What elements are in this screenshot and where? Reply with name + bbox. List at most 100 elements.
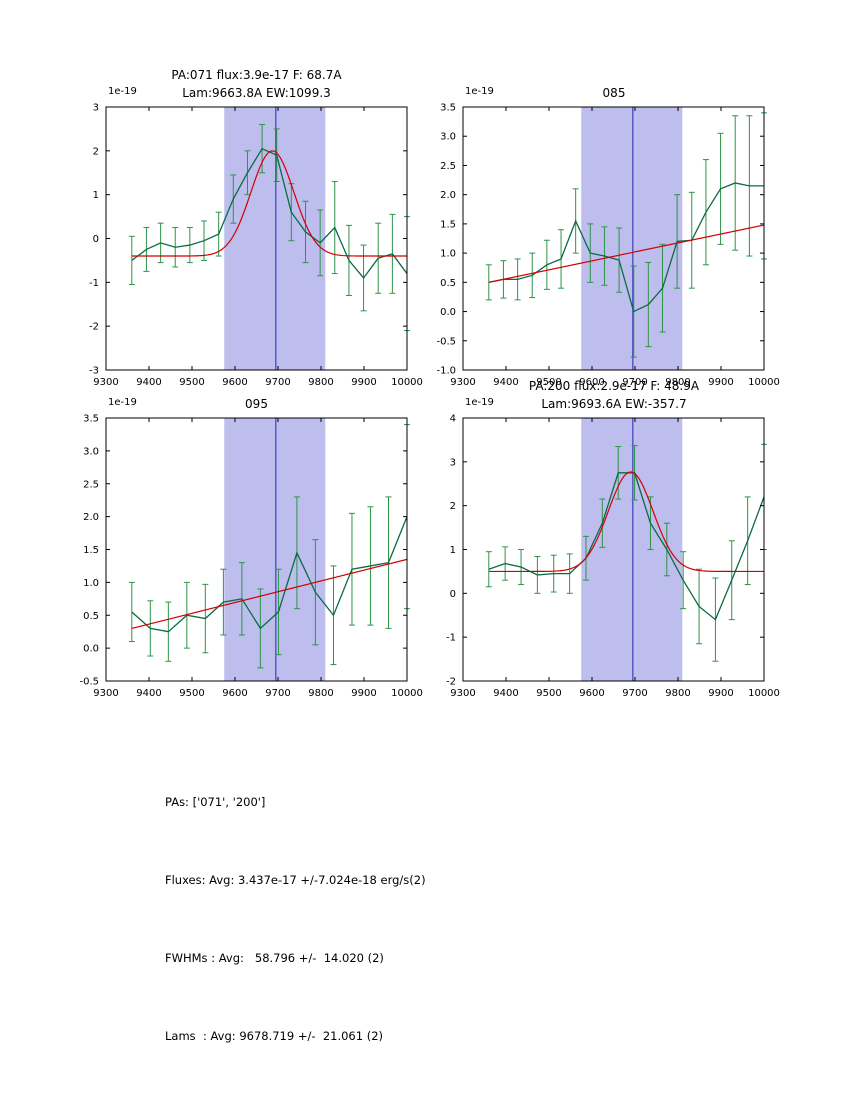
summary-line-fluxes: Fluxes: Avg: 3.437e-17 +/-7.024e-18 erg/…	[165, 873, 426, 887]
svg-text:9500: 9500	[179, 688, 204, 699]
chart-pa200: 9300 9400 9500 9600 9700 9800 9900 10000 -2 -1 0 1 2…	[446, 414, 780, 700]
svg-text:-2: -2	[89, 322, 99, 333]
svg-text:0.5: 0.5	[83, 611, 99, 622]
axis-ticks	[462, 106, 765, 371]
svg-text:9900: 9900	[708, 377, 733, 388]
chart-title-line: PA:200 flux:2.9e-17 F: 48.9A	[528, 379, 700, 393]
svg-text:3: 3	[450, 457, 456, 468]
highlight-band	[224, 107, 326, 370]
svg-text:9300: 9300	[450, 377, 475, 388]
svg-text:9400: 9400	[493, 688, 518, 699]
axis-tick-labels: 9300 9400 9500 9600 9700 9800 9900 10000 -0.5 0.0…	[79, 414, 422, 700]
chart-title-line: 095	[245, 397, 268, 411]
svg-text:2: 2	[450, 501, 456, 512]
svg-text:9800: 9800	[308, 377, 333, 388]
svg-text:10000: 10000	[391, 377, 423, 388]
axes-frame	[462, 106, 765, 371]
chart-title-pa071: PA:071 flux:3.9e-17 F: 68.7A Lam:9663.8A…	[106, 66, 407, 102]
chart-title-line: Lam:9693.6A EW:-357.7	[541, 397, 687, 411]
chart-title-085: 085	[463, 84, 765, 102]
svg-text:9500: 9500	[536, 688, 561, 699]
svg-text:9600: 9600	[222, 377, 247, 388]
svg-text:0.0: 0.0	[440, 307, 456, 318]
svg-text:3: 3	[93, 103, 99, 114]
svg-text:0.5: 0.5	[440, 278, 456, 289]
chart-title-095: 095	[106, 395, 407, 413]
svg-text:9700: 9700	[622, 377, 647, 388]
svg-text:9900: 9900	[708, 688, 733, 699]
svg-text:-0.5: -0.5	[436, 336, 456, 347]
chart-pa071: 9300 9400 9500 9600 9700 9800 9900 10000 -3 -2 -1 0…	[89, 103, 423, 389]
svg-text:-1: -1	[89, 278, 99, 289]
axis-tick-labels: 9300 9400 9500 9600 9700 9800 9900 10000 -3 -2 -1 0…	[89, 103, 423, 389]
y-axis-offset-label: 1e-19	[465, 86, 494, 97]
svg-text:9700: 9700	[622, 688, 647, 699]
svg-text:1.5: 1.5	[440, 219, 456, 230]
svg-text:9900: 9900	[351, 377, 376, 388]
svg-text:4: 4	[450, 414, 456, 425]
svg-text:10000: 10000	[391, 688, 423, 699]
fit-line	[488, 224, 765, 283]
axis-ticks	[462, 417, 765, 682]
svg-text:9700: 9700	[265, 688, 290, 699]
fit-line	[131, 558, 408, 629]
svg-text:-0.5: -0.5	[79, 677, 99, 688]
highlight-band	[224, 418, 326, 681]
svg-text:9300: 9300	[93, 688, 118, 699]
fit-line	[488, 471, 765, 573]
svg-text:1: 1	[93, 190, 99, 201]
chart-095: 9300 9400 9500 9600 9700 9800 9900 10000 -0.5 0.0…	[79, 414, 422, 700]
svg-text:9500: 9500	[179, 377, 204, 388]
spectrum-data-line	[131, 516, 408, 633]
svg-text:1.0: 1.0	[440, 249, 456, 260]
svg-text:3.0: 3.0	[440, 132, 456, 143]
svg-text:3.0: 3.0	[83, 446, 99, 457]
svg-text:0: 0	[93, 234, 99, 245]
svg-text:9300: 9300	[93, 377, 118, 388]
svg-text:9600: 9600	[222, 688, 247, 699]
svg-text:-2: -2	[446, 677, 456, 688]
svg-text:9500: 9500	[536, 377, 561, 388]
summary-line-pas: PAs: ['071', '200']	[165, 795, 266, 809]
axis-ticks	[105, 417, 408, 682]
svg-text:-1.0: -1.0	[436, 366, 456, 377]
svg-text:-1: -1	[446, 633, 456, 644]
highlight-band	[581, 418, 683, 681]
svg-text:9800: 9800	[665, 688, 690, 699]
svg-text:9400: 9400	[493, 377, 518, 388]
svg-text:3.5: 3.5	[440, 103, 456, 114]
chart-085: 9300 9400 9500 9600 9700 9800 9900 10000 -1.0 -0.…	[436, 103, 779, 389]
svg-text:9800: 9800	[308, 688, 333, 699]
svg-text:10000: 10000	[748, 688, 780, 699]
y-axis-offset-label: 1e-19	[465, 397, 494, 408]
svg-text:9400: 9400	[136, 377, 161, 388]
svg-text:2: 2	[93, 146, 99, 157]
svg-text:9600: 9600	[579, 377, 604, 388]
svg-text:3.5: 3.5	[83, 414, 99, 425]
svg-text:9400: 9400	[136, 688, 161, 699]
spectrum-data-line	[488, 472, 765, 621]
svg-text:9900: 9900	[351, 688, 376, 699]
svg-text:2.0: 2.0	[83, 512, 99, 523]
fit-line	[131, 150, 408, 257]
chart-title-pa200: PA:200 flux:2.9e-17 F: 48.9A Lam:9693.6A…	[463, 377, 765, 413]
svg-text:9300: 9300	[450, 688, 475, 699]
svg-text:10000: 10000	[748, 377, 780, 388]
axis-tick-labels: 9300 9400 9500 9600 9700 9800 9900 10000 -1.0 -0.…	[436, 103, 779, 389]
summary-line-lams: Lams : Avg: 9678.719 +/- 21.061 (2)	[165, 1029, 384, 1043]
svg-text:9800: 9800	[665, 377, 690, 388]
svg-text:9700: 9700	[265, 377, 290, 388]
axis-tick-labels: 9300 9400 9500 9600 9700 9800 9900 10000 -2 -1 0 1 2…	[446, 414, 780, 700]
highlight-band	[581, 107, 683, 370]
svg-text:1: 1	[450, 545, 456, 556]
chart-title-line: PA:071 flux:3.9e-17 F: 68.7A	[171, 68, 342, 82]
svg-text:2.5: 2.5	[83, 479, 99, 490]
axis-ticks	[105, 106, 408, 371]
spectrum-data-line	[488, 182, 764, 313]
summary-line-fwhms: FWHMs : Avg: 58.796 +/- 14.020 (2)	[165, 951, 384, 965]
summary-block: PAs: ['071', '200'] Fluxes: Avg: 3.437e-…	[165, 737, 426, 1100]
svg-text:1.5: 1.5	[83, 545, 99, 556]
y-axis-offset-label: 1e-19	[108, 397, 137, 408]
chart-title-line: Lam:9663.8A EW:1099.3	[182, 86, 331, 100]
